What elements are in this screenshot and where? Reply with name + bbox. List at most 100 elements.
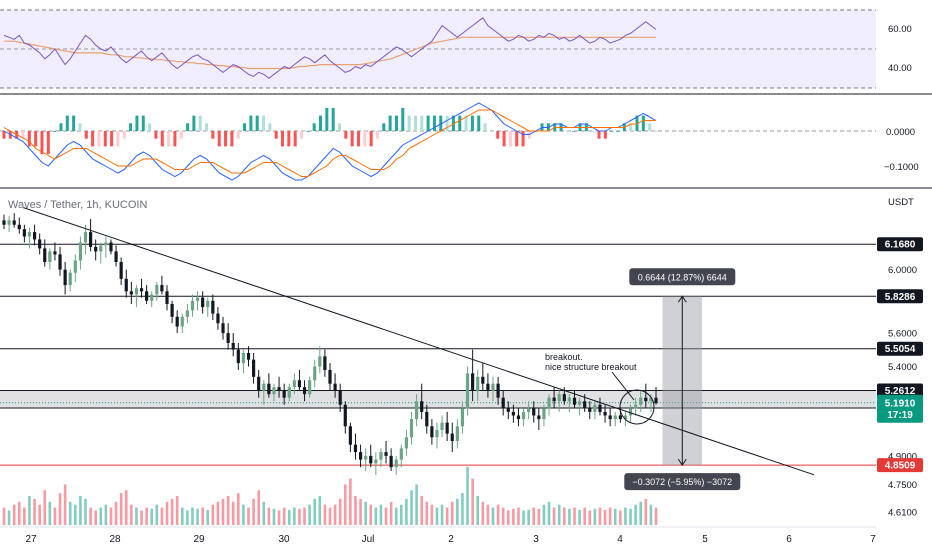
volume-bar: [532, 507, 536, 525]
volume-bar: [33, 498, 36, 525]
x-tick-27: 27: [25, 534, 37, 545]
candle-body: [129, 291, 133, 295]
price-tick-5.6000: 5.6000: [888, 329, 917, 340]
candle: [348, 422, 352, 453]
candle-body: [267, 383, 271, 395]
candle-body: [639, 397, 643, 405]
volume-bar: [17, 501, 21, 525]
measure-down-box: [624, 473, 741, 491]
volume-bar: [405, 498, 408, 525]
macd-histogram-bar: [610, 131, 614, 132]
candle-body: [251, 359, 256, 377]
candle: [216, 307, 220, 330]
macd-histogram-bar: [59, 123, 63, 131]
volume-bar: [79, 496, 82, 525]
candle: [58, 246, 62, 276]
macd-histogram-bar: [648, 123, 652, 131]
volume-bar: [247, 507, 250, 525]
macd-histogram-bar: [565, 131, 569, 132]
macd-histogram-bar: [312, 123, 316, 131]
volume-bar: [242, 504, 245, 525]
volume-bar: [114, 501, 118, 525]
support-zone: [0, 390, 876, 408]
x-axis[interactable]: 27 28 29 30 Jul 2 3 4 5 6 7: [25, 534, 876, 545]
macd-histogram-bar: [40, 131, 44, 155]
volume-bar: [43, 490, 47, 525]
symbol-title[interactable]: Waves / Tether, 1h, KUCOIN: [8, 199, 147, 211]
candle-body: [236, 349, 240, 364]
candle-body: [139, 288, 144, 292]
volume-bar: [501, 507, 505, 525]
candle-body: [450, 433, 454, 441]
candle-body: [68, 272, 72, 286]
candle: [409, 411, 414, 445]
volume-bar: [389, 501, 393, 525]
x-tick-5: 5: [702, 534, 708, 545]
volume-bar: [63, 484, 67, 525]
rsi-pane: 60.00 40.00: [0, 9, 912, 89]
macd-histogram-bar: [458, 115, 462, 131]
macd-histogram-bar: [249, 115, 253, 131]
macd-histogram-bar: [236, 131, 240, 139]
candle-body: [145, 291, 149, 301]
candle-body: [634, 404, 638, 409]
level-tag-6.1680: [877, 237, 923, 252]
candle-body: [63, 269, 67, 286]
candle: [17, 217, 21, 234]
candle: [567, 394, 572, 412]
candle-body: [583, 401, 587, 409]
candle: [201, 291, 205, 314]
candle-body: [272, 387, 276, 395]
macd-histogram-bar: [287, 131, 291, 147]
macd-histogram-bar: [103, 131, 107, 147]
candle-body: [364, 455, 368, 460]
macd-histogram-bar: [306, 131, 310, 132]
volume-bar: [94, 510, 97, 525]
candle-body: [287, 387, 291, 398]
volume-bar: [369, 504, 373, 525]
candle-body: [43, 248, 47, 262]
macd-histogram-bar: [489, 131, 493, 132]
candle: [476, 369, 480, 402]
macd-histogram-bar: [635, 115, 639, 131]
macd-histogram-bar: [46, 131, 50, 155]
candle: [593, 401, 597, 420]
candle: [547, 394, 551, 416]
macd-histogram-bar: [21, 131, 25, 139]
candle-body: [501, 397, 505, 409]
candle-body: [302, 387, 307, 395]
candle-body: [119, 261, 123, 279]
volume-bar: [191, 507, 194, 525]
candle: [394, 455, 398, 475]
macd-histogram-bar: [211, 131, 215, 139]
candle-body: [465, 373, 470, 409]
volume-bar: [99, 507, 103, 525]
volume-bar: [608, 507, 612, 525]
macd-histogram-bar: [470, 115, 474, 131]
volume-bar: [542, 504, 546, 525]
candle-body: [94, 246, 98, 252]
macd-histogram-bar: [135, 115, 139, 131]
macd-histogram-bar: [597, 131, 601, 139]
candle: [471, 349, 475, 402]
candle: [588, 401, 592, 420]
candle-body: [206, 300, 210, 308]
volume-bar: [257, 490, 260, 525]
candle-body: [241, 352, 246, 364]
macd-histogram-bar: [331, 107, 335, 131]
macd-histogram-bar: [53, 131, 57, 132]
candle-body: [562, 394, 566, 402]
candle: [94, 239, 98, 261]
candle-body: [246, 352, 251, 360]
measure-arrow-down: [677, 458, 687, 467]
candle: [297, 369, 302, 391]
candle: [150, 291, 154, 308]
candle: [598, 397, 602, 416]
macd-histogram-bar: [344, 131, 348, 139]
candle-body: [190, 300, 195, 311]
volume-bar: [578, 509, 581, 525]
current-price-tag: [877, 394, 923, 423]
rsi-tick-40: 40.00: [888, 63, 912, 74]
volume-bar: [512, 508, 515, 525]
